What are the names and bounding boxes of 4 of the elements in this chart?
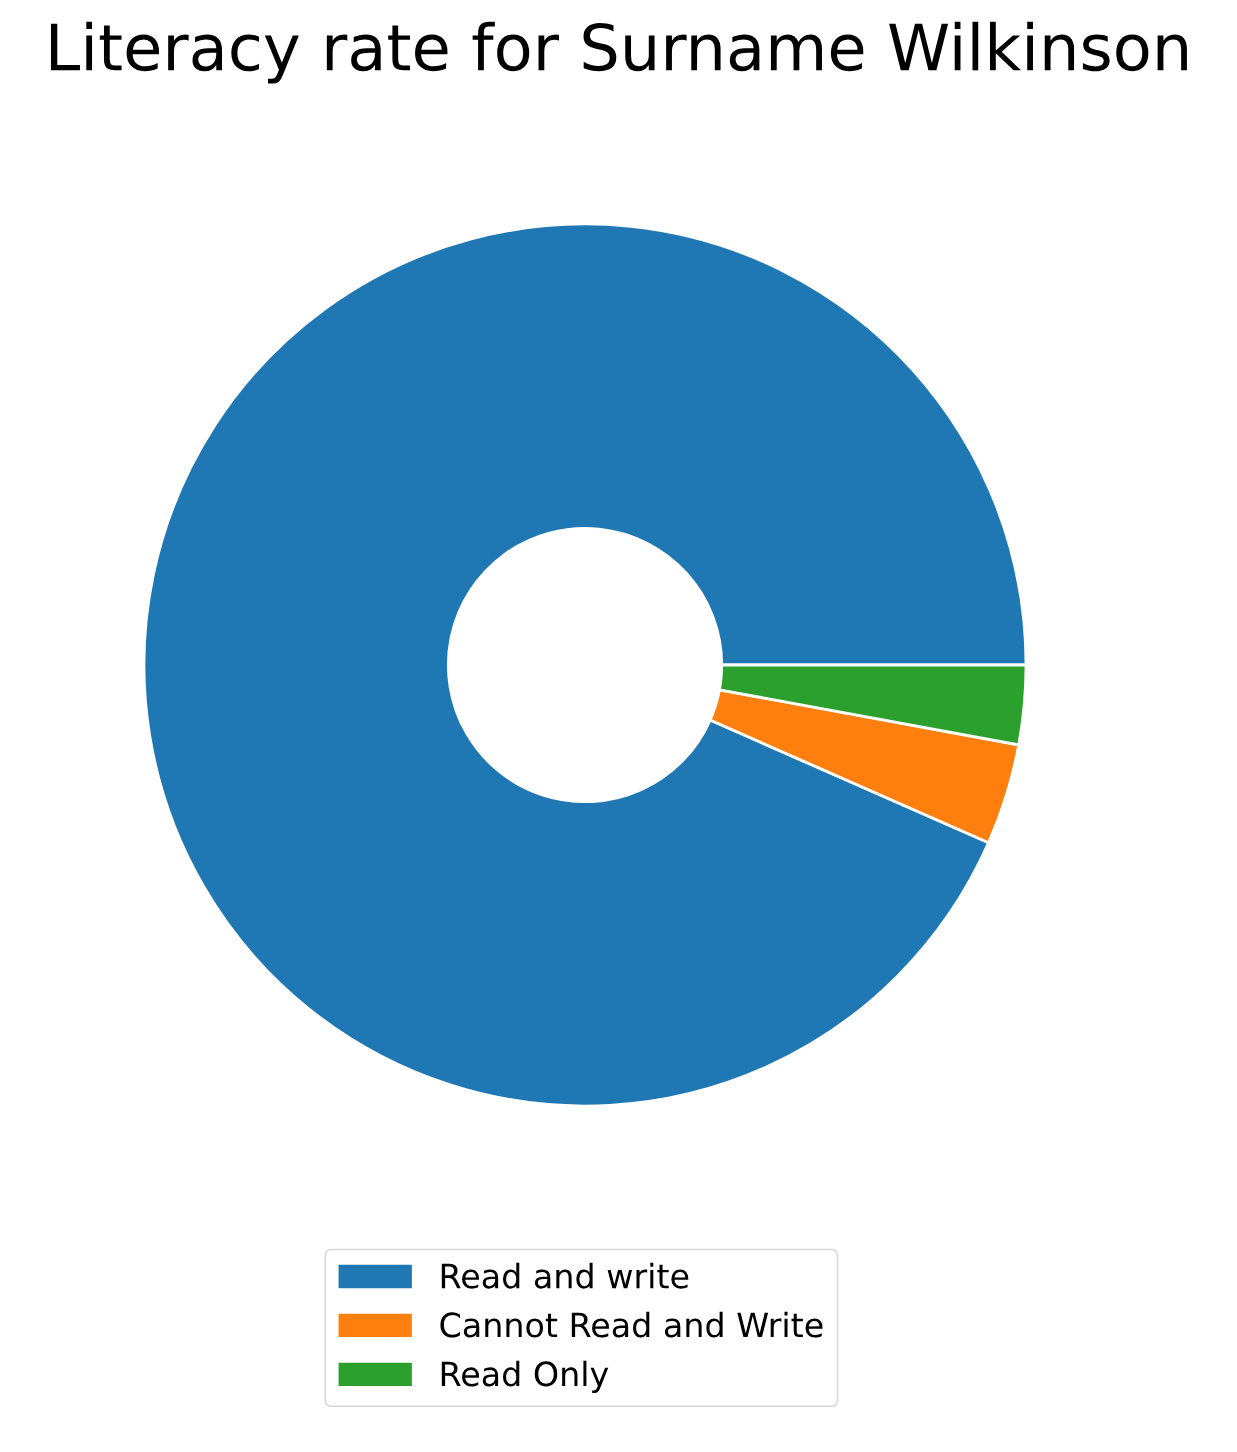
legend-label: Read Only <box>441 1360 609 1393</box>
legend-label: Cannot Read and Write <box>440 1311 823 1338</box>
legend-label: Read and write <box>441 1262 689 1289</box>
chart-title: Literacy rate for Surname Wilkinson <box>50 21 1187 84</box>
